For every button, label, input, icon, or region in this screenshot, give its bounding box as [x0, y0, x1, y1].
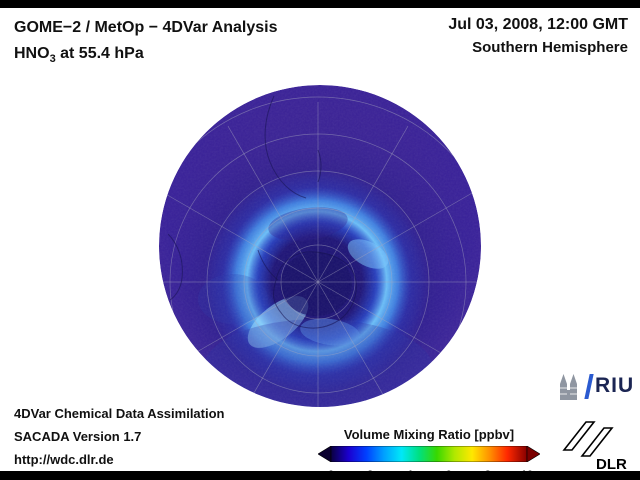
hemisphere-label: Southern Hemisphere — [472, 39, 628, 56]
pressure-level: at 55.4 hPa — [55, 45, 144, 62]
colorbar-bar — [330, 445, 528, 463]
dlr-swoosh-icon — [562, 421, 614, 457]
footer-credits: 4DVar Chemical Data Assimilation SACADA … — [14, 402, 225, 471]
colorbar-left-arrow — [317, 445, 332, 463]
colorbar-right-arrow — [526, 445, 541, 463]
map-coastlines — [167, 95, 357, 329]
cathedral-icon — [560, 374, 577, 400]
hemisphere-map — [159, 85, 481, 407]
riu-blue-bar-icon — [584, 373, 594, 399]
map-pixel-grain — [159, 85, 481, 407]
version-line: SACADA Version 1.7 — [14, 429, 142, 444]
species-subscript: 3 — [49, 53, 56, 66]
datetime-label: Jul 03, 2008, 12:00 GMT — [448, 16, 628, 33]
top-border-bar — [0, 0, 640, 8]
species-name: HNO — [14, 45, 50, 62]
riu-logo: RIU — [556, 372, 634, 400]
header-right: Jul 03, 2008, 12:00 GMT Southern Hemisph… — [448, 15, 628, 61]
analysis-title: GOME−2 / MetOp − 4DVar Analysis — [14, 19, 278, 36]
riu-logo-text: RIU — [595, 374, 635, 397]
colorbar-gradient — [317, 445, 541, 463]
bottom-border-bar — [0, 471, 640, 480]
species-level-label: HNO3 at 55.4 hPa — [14, 41, 278, 72]
header-left: GOME−2 / MetOp − 4DVar Analysis HNO3 at … — [14, 15, 278, 72]
colorbar-title: Volume Mixing Ratio [ppbv] — [343, 427, 515, 442]
assimilation-credit-line: 4DVar Chemical Data Assimilation — [14, 406, 225, 421]
url-line: http://wdc.dlr.de — [14, 452, 114, 467]
dlr-logo: DLR — [562, 421, 627, 472]
dlr-logo-text: DLR — [596, 456, 627, 472]
